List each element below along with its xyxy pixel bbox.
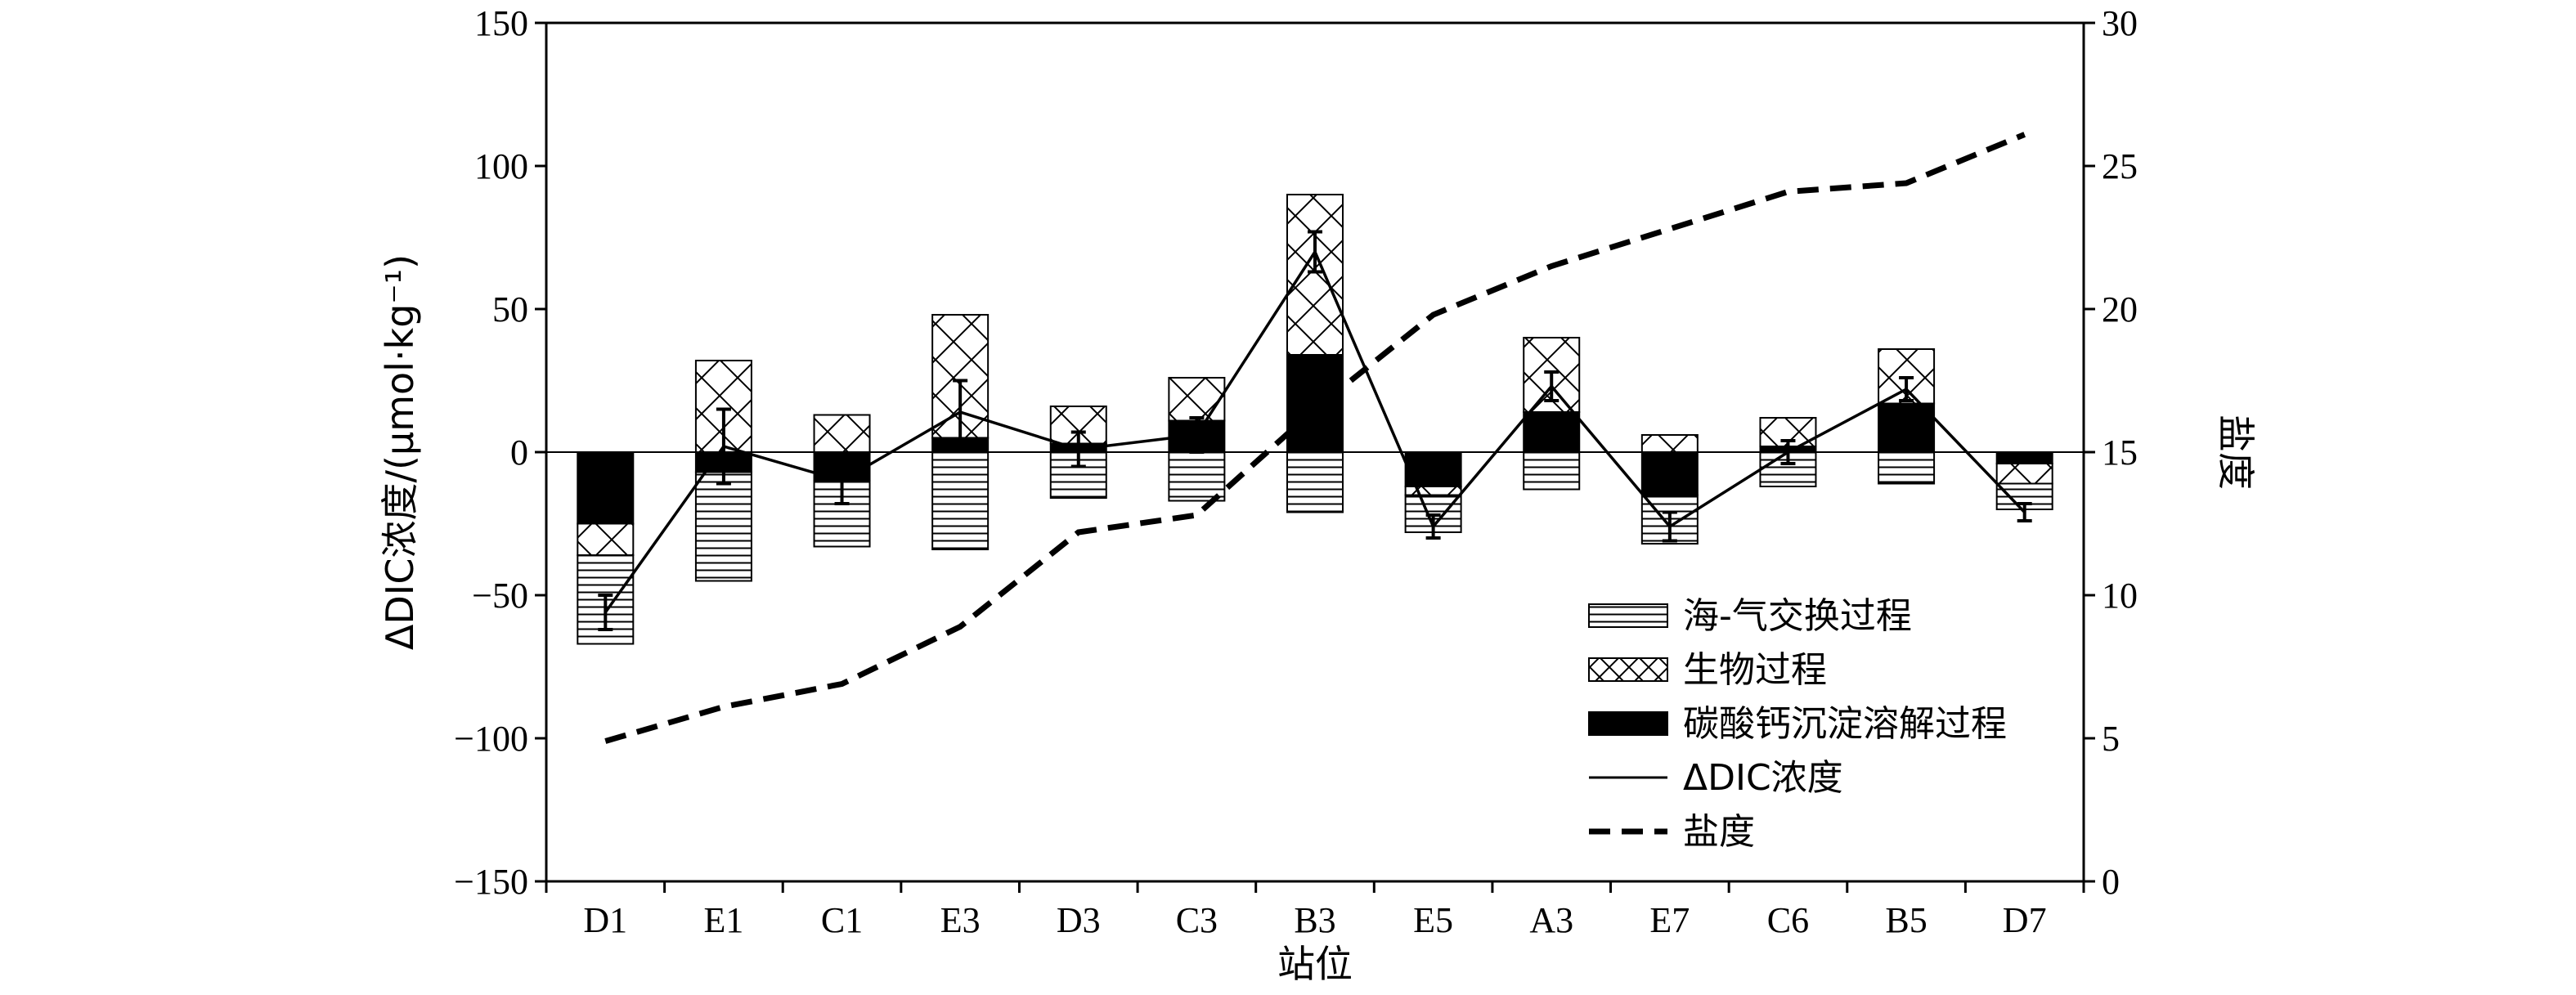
x-tick-label-D7: D7 [2003,900,2047,940]
bar-air-sea-B5 [1878,451,1936,485]
left-tick-label: −150 [454,862,528,902]
bar-calcite-D7 [1995,451,2053,464]
left-axis-ticks: −150 −100 −50 0 50 100 150 [454,3,546,902]
bar-air-sea-E1 [694,471,752,582]
right-tick-label: 0 [2102,862,2120,902]
legend: 海-气交换过程 生物过程 碳酸钙沉淀溶解过程 ΔDIC浓度 盐度 [1588,595,2007,853]
bar-biological-D1 [577,522,635,556]
x-tick-label-A3: A3 [1529,900,1573,940]
x-tick-label-E7: E7 [1649,900,1690,940]
legend-label-calcite: 碳酸钙沉淀溶解过程 [1683,703,2007,745]
legend-label-biological: 生物过程 [1683,649,1827,691]
legend-swatch-air-sea [1588,603,1668,628]
stacked-bars [577,194,2053,645]
bar-biological-C3 [1168,377,1226,422]
bar-calcite-D1 [577,451,635,525]
legend-swatch-biological [1588,657,1668,682]
line-salinity [604,132,2026,744]
right-tick-label: 15 [2102,433,2138,473]
x-tick-label-C6: C6 [1767,900,1809,940]
right-tick-label: 20 [2102,289,2138,329]
bar-calcite-B3 [1286,354,1344,453]
right-tick-label: 25 [2102,146,2138,186]
x-tick-label-C1: C1 [821,900,863,940]
bar-biological-B3 [1286,194,1344,356]
legend-label-salinity: 盐度 [1683,811,1755,853]
right-tick-label: 30 [2102,3,2138,43]
left-tick-label: 0 [510,433,528,473]
left-tick-label: 100 [474,146,528,186]
x-axis-ticks: D1 E1 C1 E3 D3 C3 B3 E5 A3 E7 C6 B5 D7 [545,881,2085,940]
bar-biological-E7 [1640,434,1699,453]
right-tick-label: 5 [2102,719,2120,759]
bar-calcite-E7 [1640,451,1699,496]
x-tick-label-D3: D3 [1057,900,1101,940]
x-tick-label-E5: E5 [1413,900,1453,940]
bar-air-sea-C3 [1168,451,1226,502]
left-tick-label: 150 [474,3,528,43]
y-axis-title-right: 盐度 [2214,415,2258,490]
bar-calcite-B5 [1878,402,1936,453]
left-tick-label: 50 [492,289,528,329]
bar-biological-C1 [813,414,871,453]
right-tick-label: 10 [2102,576,2138,616]
bar-air-sea-B3 [1286,451,1344,513]
right-axis-ticks: 0 5 10 15 20 25 30 [2084,3,2138,902]
x-tick-label-B3: B3 [1294,900,1335,940]
x-tick-label-C3: C3 [1176,900,1218,940]
legend-label-dic: ΔDIC浓度 [1683,757,1843,799]
bar-air-sea-E3 [931,451,990,550]
bar-air-sea-D7 [1995,482,2053,510]
x-tick-label-D1: D1 [583,900,627,940]
x-tick-label-E3: E3 [940,900,981,940]
series-lines [604,132,2026,744]
bar-biological-D7 [1995,463,2053,485]
legend-swatch-calcite [1588,711,1668,736]
bar-biological-E5 [1404,486,1462,496]
x-axis-title: 站位 [1277,942,1353,986]
bar-calcite-A3 [1523,411,1581,453]
x-tick-label-B5: B5 [1885,900,1927,940]
left-tick-label: −100 [454,719,528,759]
y-axis-title-left: ΔDIC浓度/(μmol·kg⁻¹) [378,254,422,650]
line-dic [604,249,2026,614]
left-tick-label: −50 [472,576,528,616]
x-tick-label-E1: E1 [703,900,743,940]
bar-air-sea-A3 [1523,451,1581,491]
legend-label-air-sea: 海-气交换过程 [1683,595,1912,637]
